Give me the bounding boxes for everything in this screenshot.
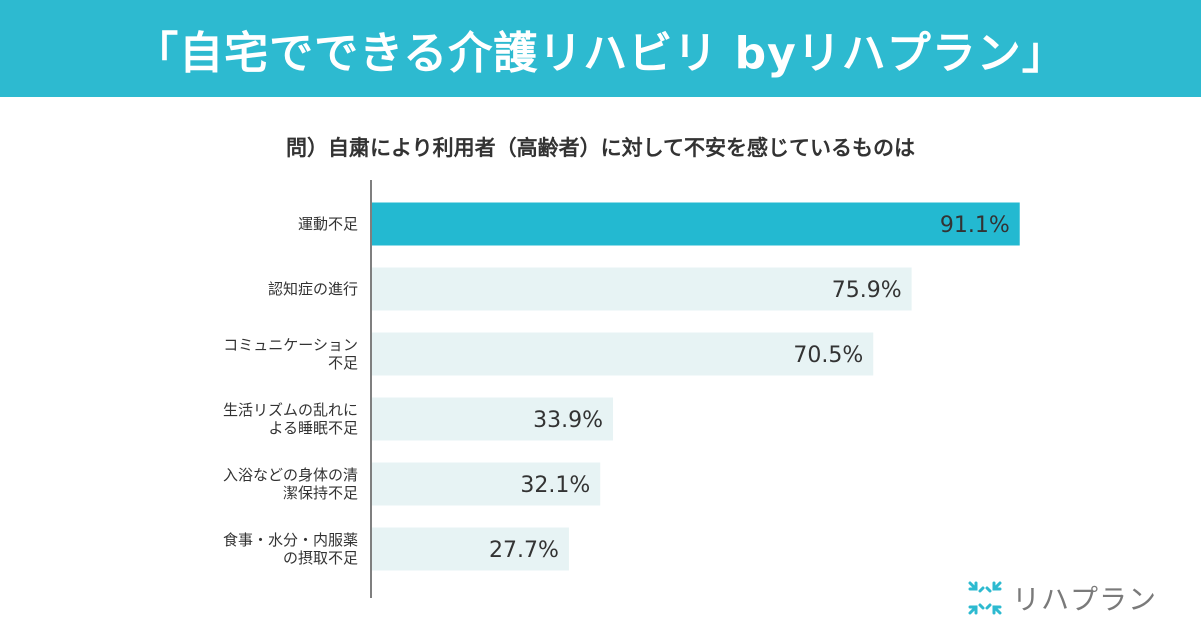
value-label-2: 70.5% (793, 343, 863, 368)
category-label-1: 認知症の進行 (268, 280, 358, 298)
value-label-0: 91.1% (940, 213, 1010, 238)
category-label-3-line-0: 生活リズムの乱れに (223, 401, 358, 419)
category-label-4-line-0: 入浴などの身体の清 (223, 466, 358, 484)
value-label-3: 33.9% (533, 408, 603, 433)
rehaplan-logo-icon (968, 581, 1002, 615)
bar-0 (372, 202, 1020, 246)
category-label-2-line-1: 不足 (328, 354, 358, 372)
bar-4 (372, 462, 601, 506)
value-label-4: 32.1% (520, 473, 590, 498)
value-label-5: 27.7% (489, 538, 559, 563)
category-label-4-line-1: 潔保持不足 (283, 484, 358, 502)
logo-text: リハプラン (1012, 583, 1158, 616)
bar-5 (372, 527, 569, 571)
value-label-1: 75.9% (832, 278, 902, 303)
bar-2 (372, 332, 874, 376)
title-banner: 「自宅でできる介護リハビリ byリハプラン」 (0, 0, 1201, 97)
brand-logo: リハプラン (966, 578, 1157, 618)
category-label-5-line-0: 食事・水分・内服薬 (223, 531, 358, 549)
category-label-3-line-1: よる睡眠不足 (268, 419, 358, 437)
category-label-0: 運動不足 (298, 215, 358, 233)
category-label-2-line-0: コミュニケーション (223, 336, 358, 354)
banner-title: 「自宅でできる介護リハビリ byリハプラン」 (134, 27, 1067, 79)
bar-1 (372, 267, 912, 311)
bar-3 (372, 397, 614, 441)
category-label-5-line-1: の摂取不足 (283, 549, 358, 567)
chart-question: 問）自粛により利用者（高齢者）に対して不安を感じているものは (286, 136, 915, 160)
